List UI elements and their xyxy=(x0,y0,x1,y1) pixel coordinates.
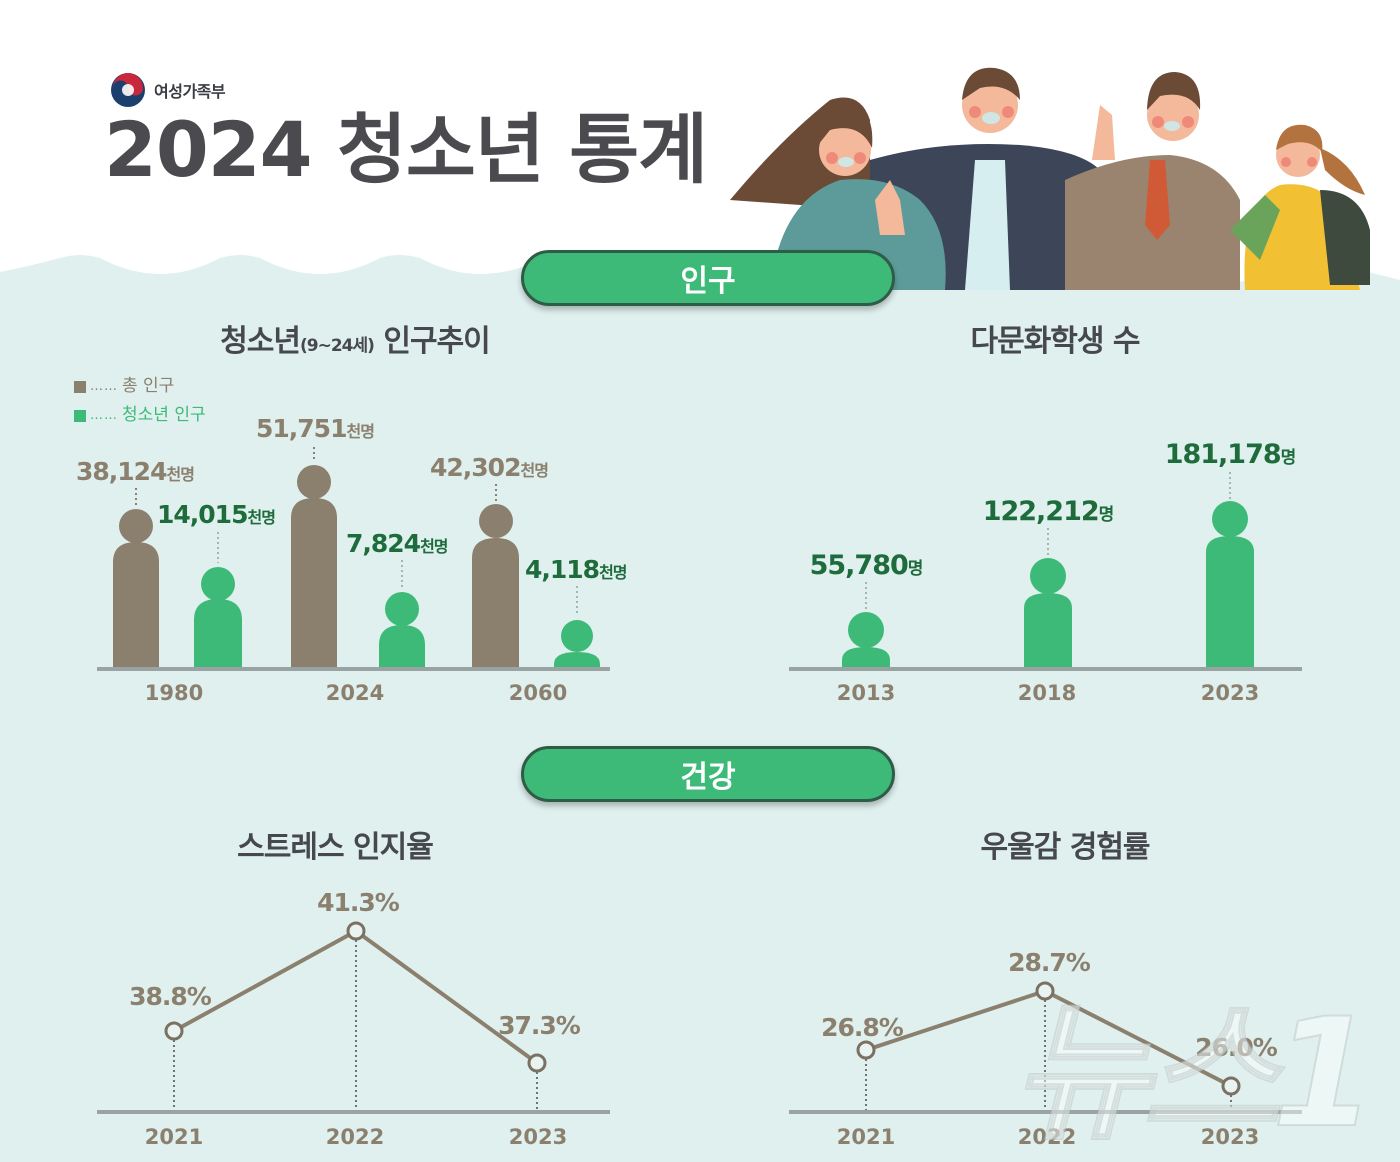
label-total-1980: 38,124천명 xyxy=(76,457,194,486)
point-depression-2023 xyxy=(1221,1076,1241,1096)
label-total-2024: 51,751천명 xyxy=(256,414,374,443)
x-tick-2023: 2023 xyxy=(1201,1125,1259,1149)
bar-total-2060 xyxy=(472,484,519,668)
taegeuk-logo-icon xyxy=(111,73,145,107)
ministry-name: 여성가족부 xyxy=(154,82,226,101)
label-stress-2023: 37.3% xyxy=(498,1011,581,1040)
depression-chart: 26.8% 28.7% 26.0% 2021 2022 2023 xyxy=(789,948,1302,1149)
x-tick-2022: 2022 xyxy=(326,1125,384,1149)
legend-swatch-youth xyxy=(74,409,86,422)
page-title: 2024 청소년 통계 xyxy=(104,105,708,194)
news1-watermark: 뉴스1 xyxy=(1012,987,1368,1161)
youth-population-chart: 38,124천명 14,015천명 51,751천명 7,824천명 42,30… xyxy=(76,414,628,705)
point-stress-2022 xyxy=(346,921,366,941)
bar-total-2024 xyxy=(291,447,337,668)
label-depression-2023: 26.0% xyxy=(1195,1033,1278,1062)
label-depression-2022: 28.7% xyxy=(1008,948,1091,977)
mint-background xyxy=(0,285,1400,1162)
section-label-population: 인구 xyxy=(680,264,736,299)
x-tick-2021: 2021 xyxy=(145,1125,203,1149)
label-multicultural-2023: 181,178명 xyxy=(1165,439,1296,470)
label-youth-2060: 4,118천명 xyxy=(525,555,627,584)
ministry-logo: 여성가족부 xyxy=(110,72,226,108)
x-tick-2022: 2022 xyxy=(1018,1125,1076,1149)
stress-title: 스트레스 인지율 xyxy=(237,830,434,865)
legend-item-total: …… 총 인구 xyxy=(74,372,206,401)
x-tick-2024: 2024 xyxy=(326,681,384,705)
depression-title: 우울감 경험률 xyxy=(980,830,1150,865)
youth-population-title: 청소년(9~24세) 인구추이 xyxy=(220,324,491,359)
bar-youth-2024 xyxy=(379,560,425,670)
bar-youth-1980 xyxy=(194,532,242,668)
multicultural-title: 다문화학생 수 xyxy=(970,324,1140,359)
point-stress-2023 xyxy=(527,1053,547,1073)
bar-multicultural-2023 xyxy=(1206,472,1254,668)
x-tick-2018: 2018 xyxy=(1018,681,1076,705)
label-multicultural-2018: 122,212명 xyxy=(983,496,1114,527)
legend-swatch-total xyxy=(74,380,86,393)
label-youth-1980: 14,015천명 xyxy=(157,500,275,529)
label-depression-2021: 26.8% xyxy=(821,1013,904,1042)
multicultural-chart: 55,780명 122,212명 181,178명 2013 2018 2023 xyxy=(789,439,1302,705)
youth-population-legend: …… 총 인구 …… 청소년 인구 xyxy=(74,372,206,430)
x-tick-2023: 2023 xyxy=(1201,681,1259,705)
section-label-health: 건강 xyxy=(680,760,736,795)
section-pill-health: 건강 xyxy=(521,746,895,802)
x-tick-1980: 1980 xyxy=(145,681,203,705)
bar-multicultural-2013 xyxy=(842,582,890,668)
point-stress-2021 xyxy=(164,1021,184,1041)
point-depression-2021 xyxy=(856,1040,876,1060)
legend-item-youth: …… 청소년 인구 xyxy=(74,401,206,430)
section-pill-population: 인구 xyxy=(521,250,895,306)
label-multicultural-2013: 55,780명 xyxy=(810,550,923,581)
label-stress-2022: 41.3% xyxy=(317,888,400,917)
stress-chart: 38.8% 41.3% 37.3% 2021 2022 2023 xyxy=(97,888,610,1149)
x-tick-2060: 2060 xyxy=(509,681,567,705)
bar-youth-2060 xyxy=(554,586,600,668)
x-tick-2023: 2023 xyxy=(509,1125,567,1149)
bar-total-1980 xyxy=(113,488,159,668)
x-tick-2013: 2013 xyxy=(837,681,895,705)
x-tick-2021: 2021 xyxy=(837,1125,895,1149)
label-total-2060: 42,302천명 xyxy=(430,453,548,482)
bar-multicultural-2018 xyxy=(1024,528,1072,668)
label-youth-2024: 7,824천명 xyxy=(346,529,448,558)
label-stress-2021: 38.8% xyxy=(129,982,212,1011)
students-illustration xyxy=(730,67,1370,290)
point-depression-2022 xyxy=(1035,981,1055,1001)
